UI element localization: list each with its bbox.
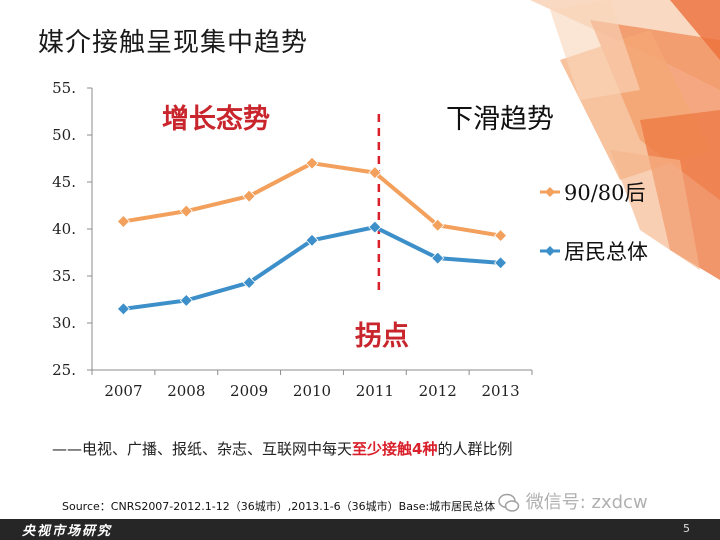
chart-note: ——电视、广播、报纸、杂志、互联网中每天至少接触4种的人群比例 — [52, 438, 512, 459]
annotation-decline: 下滑趋势 — [446, 104, 554, 135]
legend-marker — [545, 246, 555, 256]
data-point — [242, 189, 256, 203]
data-point — [116, 302, 130, 316]
data-point — [368, 220, 382, 234]
x-tick-label: 2010 — [293, 382, 331, 400]
x-tick-label: 2008 — [167, 382, 205, 400]
legend-marker — [545, 187, 555, 197]
source-text: Source：CNRS2007-2012.1-12（36城市）,2013.1-6… — [62, 500, 496, 513]
x-tick-label: 2012 — [419, 382, 457, 400]
data-point — [179, 293, 193, 308]
annotation-turning-point: 拐点 — [355, 321, 409, 352]
decorative-orange-petals — [530, 0, 720, 280]
data-point — [242, 276, 256, 290]
watermark: 微信号: zxdcw — [498, 488, 648, 514]
data-point — [305, 233, 319, 247]
watermark-text: 微信号: zxdcw — [525, 492, 648, 513]
data-point — [116, 214, 130, 229]
note-prefix: ——电视、广播、报纸、杂志、互联网中每天 — [52, 440, 353, 458]
footer-bar: 央视市场研究 5 — [0, 519, 720, 540]
y-tick-label: 25. — [52, 361, 76, 379]
wechat-icon — [498, 493, 520, 512]
y-tick-label: 35. — [52, 267, 76, 285]
y-tick-label: 45. — [52, 173, 76, 191]
legend-label: 90/80后 — [564, 181, 646, 205]
x-tick-label: 2011 — [356, 382, 394, 400]
data-point — [494, 256, 508, 270]
series-line-1 — [121, 161, 503, 238]
data-point — [305, 156, 319, 170]
data-point — [368, 166, 382, 180]
page-number: 5 — [683, 522, 690, 535]
data-point — [494, 229, 508, 243]
note-suffix: 的人群比例 — [437, 440, 513, 458]
footer-brand: 央视市场研究 — [22, 524, 113, 539]
y-tick-label: 50. — [52, 126, 76, 144]
x-tick-label: 2009 — [230, 382, 268, 400]
data-point — [179, 204, 193, 218]
y-tick-label: 55. — [52, 79, 76, 97]
x-tick-label: 2013 — [481, 382, 519, 400]
note-highlight: 至少接触4种 — [352, 440, 438, 458]
y-tick-label: 40. — [52, 220, 76, 238]
x-tick-label: 2007 — [104, 382, 142, 400]
annotation-growth: 增长态势 — [162, 103, 270, 135]
y-tick-label: 30. — [52, 314, 76, 332]
page-title: 媒介接触呈现集中趋势 — [38, 28, 309, 58]
data-point — [431, 251, 445, 265]
legend-label: 居民总体 — [564, 240, 648, 264]
data-point — [431, 218, 445, 232]
